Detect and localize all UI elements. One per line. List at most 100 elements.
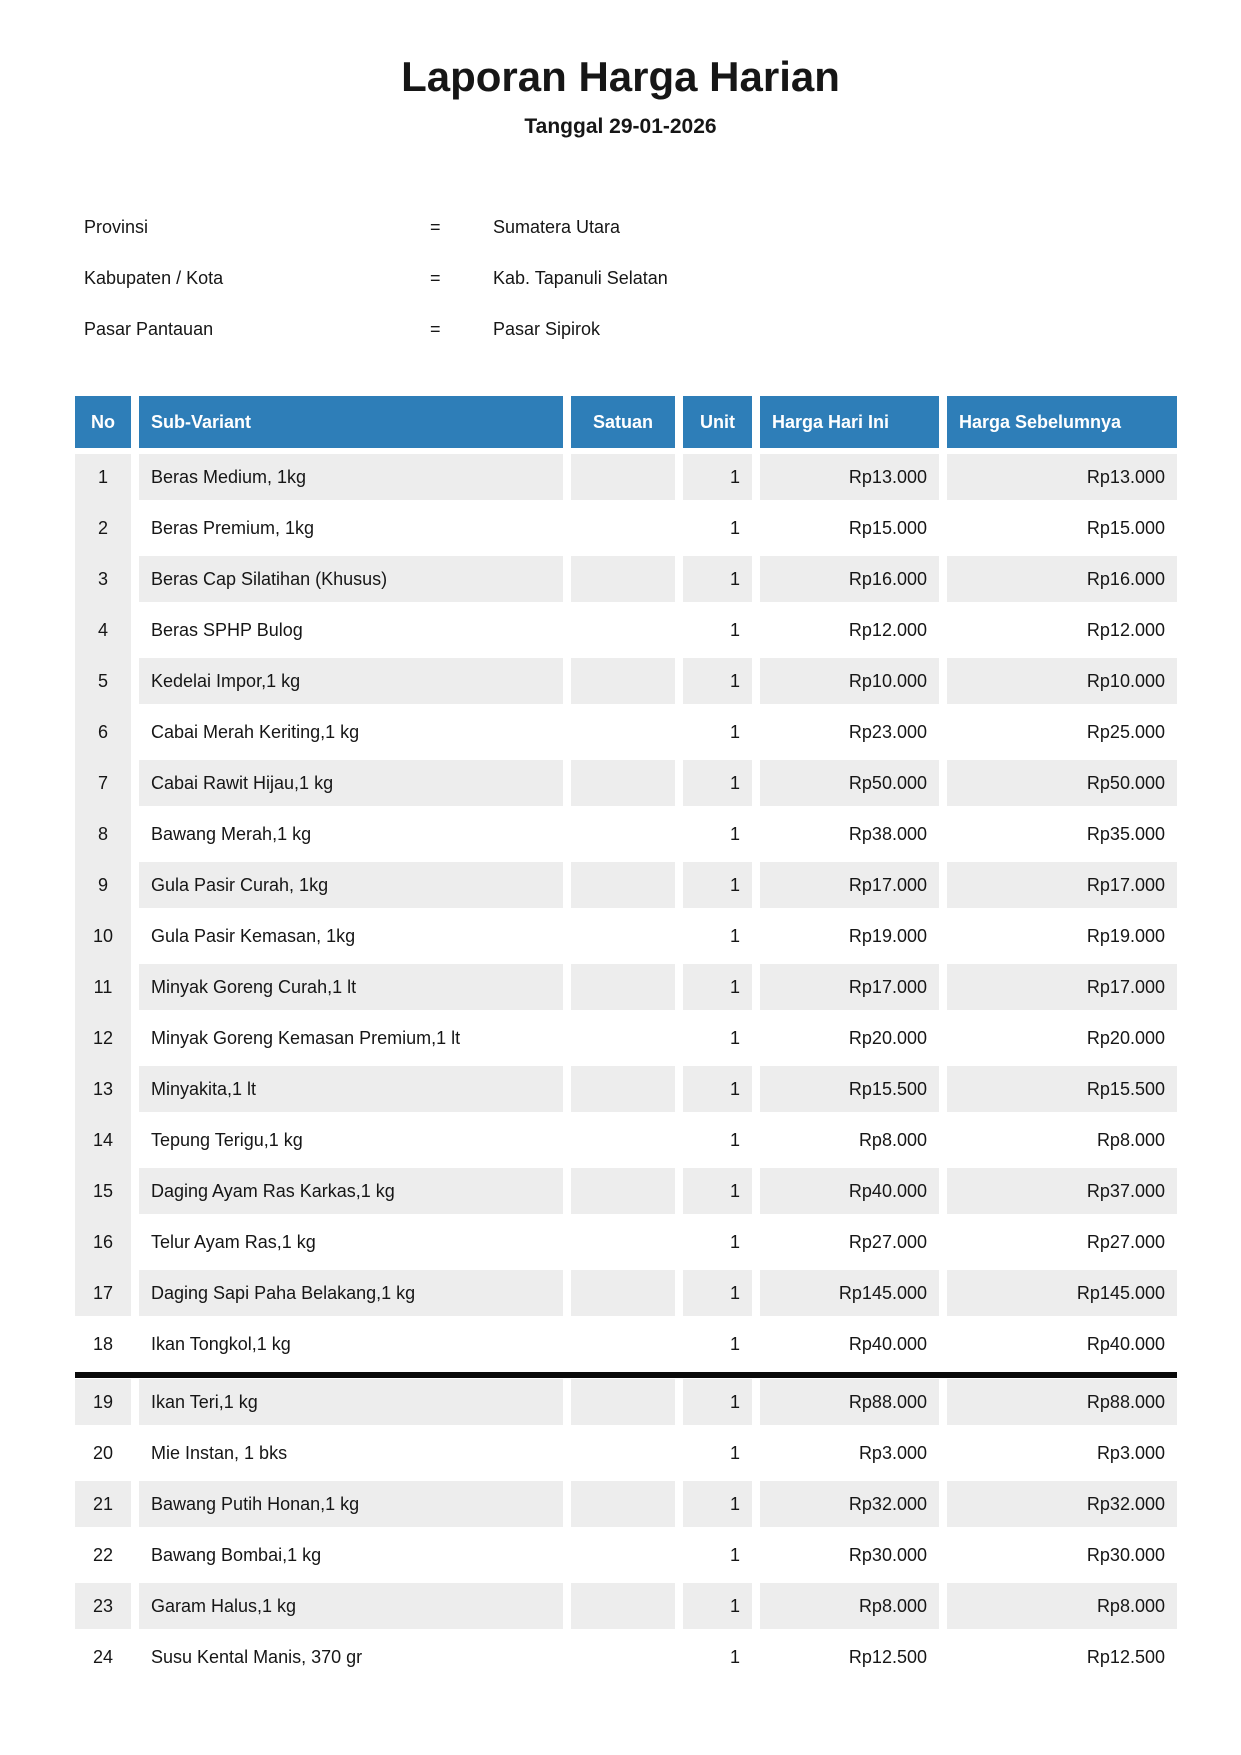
- cell-harga-sebelumnya: Rp8.000: [1096, 1130, 1165, 1150]
- kabupaten-kota-value: Kab. Tapanuli Selatan: [493, 268, 668, 288]
- cell-sub-variant: Beras SPHP Bulog: [151, 620, 303, 640]
- page-title: Laporan Harga Harian: [401, 53, 840, 100]
- table-row: 17 Daging Sapi Paha Belakang,1 kg 1 Rp145.0…: [75, 1270, 1177, 1316]
- table-header-row: No Sub-Variant Satuan Unit Harga Hari In…: [75, 396, 1177, 448]
- cell-no: 21: [75, 1481, 131, 1527]
- cell-no: 2: [97, 518, 108, 538]
- cell-unit: 1: [683, 1379, 752, 1425]
- table-row: 24 Susu Kental Manis, 370 gr 1 Rp12.500 Rp12…: [75, 1634, 1177, 1680]
- cell-harga-sebelumnya: Rp17.000: [947, 964, 1177, 1010]
- page-break-divider: [75, 1372, 1177, 1378]
- cell-no: 16: [92, 1232, 114, 1252]
- cell-unit: 1: [729, 1028, 740, 1048]
- cell-sub-variant: Minyak Goreng Kemasan Premium,1 lt: [151, 1028, 461, 1048]
- cell-satuan: [571, 556, 675, 602]
- cell-satuan: [571, 1066, 675, 1112]
- table-row: 5 Kedelai Impor,1 kg 1 Rp10.000 Rp10.000: [75, 658, 1177, 704]
- table-row: 1 Beras Medium, 1kg 1 Rp13.000 Rp13.000: [75, 454, 1177, 500]
- cell-harga-hari-ini: Rp17.000: [760, 862, 939, 908]
- kabupaten-kota-label: Kabupaten / Kota: [84, 268, 224, 288]
- cell-sub-variant: Gula Pasir Kemasan, 1kg: [151, 926, 356, 946]
- column-header-no: No: [75, 396, 131, 448]
- table-row: 13 Minyakita,1 lt 1 Rp15.500 Rp15.500: [75, 1066, 1177, 1112]
- cell-sub-variant: Kedelai Impor,1 kg: [139, 658, 563, 704]
- table-row: 12 Minyak Goreng Kemasan Premium,1 lt 1 Rp2…: [75, 1015, 1177, 1061]
- report-date: Tanggal 29-01-2026: [524, 115, 717, 138]
- cell-harga-sebelumnya: Rp13.000: [947, 454, 1177, 500]
- cell-harga-hari-ini: Rp30.000: [848, 1545, 927, 1565]
- cell-harga-hari-ini: Rp23.000: [848, 722, 927, 742]
- cell-harga-hari-ini: Rp88.000: [760, 1379, 939, 1425]
- table-row: 7 Cabai Rawit Hijau,1 kg 1 Rp50.000 Rp50.000: [75, 760, 1177, 806]
- cell-harga-sebelumnya: Rp8.000: [947, 1583, 1177, 1629]
- cell-satuan: [571, 1379, 675, 1425]
- cell-sub-variant: Bawang Bombai,1 kg: [151, 1545, 322, 1565]
- cell-harga-sebelumnya: Rp40.000: [1086, 1334, 1165, 1354]
- cell-no: 3: [75, 556, 131, 602]
- cell-sub-variant: Daging Ayam Ras Karkas,1 kg: [139, 1168, 563, 1214]
- column-header-harga-sebelumnya: Harga Sebelumnya: [947, 396, 1177, 448]
- table-row: 16 Telur Ayam Ras,1 kg 1 Rp27.000 Rp27.000: [75, 1219, 1177, 1265]
- cell-satuan: [571, 811, 675, 857]
- cell-no: 20: [92, 1443, 114, 1463]
- table-row: 14 Tepung Terigu,1 kg 1 Rp8.000 Rp8.000: [75, 1117, 1177, 1163]
- cell-no: 10: [92, 926, 114, 946]
- cell-no: 8: [97, 824, 108, 844]
- cell-satuan: [571, 1168, 675, 1214]
- cell-satuan: [571, 1270, 675, 1316]
- cell-sub-variant: Bawang Merah,1 kg: [151, 824, 312, 844]
- cell-no: 19: [75, 1379, 131, 1425]
- cell-sub-variant: Minyakita,1 lt: [139, 1066, 563, 1112]
- cell-harga-hari-ini: Rp38.000: [848, 824, 927, 844]
- meta-row-kabupaten-kota: Kabupaten / Kota = Kab. Tapanuli Selatan: [0, 267, 1241, 289]
- cell-no: 5: [75, 658, 131, 704]
- cell-sub-variant: Beras Cap Silatihan (Khusus): [139, 556, 563, 602]
- cell-harga-sebelumnya: Rp19.000: [1086, 926, 1165, 946]
- cell-unit: 1: [683, 1481, 752, 1527]
- cell-no: 12: [92, 1028, 114, 1048]
- cell-unit: 1: [683, 454, 752, 500]
- equals-sign: =: [430, 217, 441, 237]
- cell-sub-variant: Bawang Putih Honan,1 kg: [139, 1481, 563, 1527]
- cell-harga-hari-ini: Rp16.000: [760, 556, 939, 602]
- cell-harga-hari-ini: Rp15.000: [848, 518, 927, 538]
- price-table-body: 1 Beras Medium, 1kg 1 Rp13.000 Rp13.000 2 Bera…: [75, 454, 1177, 1680]
- cell-sub-variant: Mie Instan, 1 bks: [151, 1443, 288, 1463]
- cell-no: 4: [97, 620, 108, 640]
- cell-no: 14: [92, 1130, 114, 1150]
- cell-harga-hari-ini: Rp40.000: [848, 1334, 927, 1354]
- cell-no: 22: [92, 1545, 114, 1565]
- table-row: 9 Gula Pasir Curah, 1kg 1 Rp17.000 Rp17.000: [75, 862, 1177, 908]
- table-row: 21 Bawang Putih Honan,1 kg 1 Rp32.000 Rp32.0…: [75, 1481, 1177, 1527]
- table-row: 18 Ikan Tongkol,1 kg 1 Rp40.000 Rp40.000: [75, 1321, 1177, 1367]
- cell-harga-hari-ini: Rp8.000: [760, 1583, 939, 1629]
- cell-harga-hari-ini: Rp8.000: [858, 1130, 927, 1150]
- cell-sub-variant: Susu Kental Manis, 370 gr: [151, 1647, 363, 1667]
- cell-satuan: [571, 1321, 675, 1367]
- cell-sub-variant: Tepung Terigu,1 kg: [151, 1130, 303, 1150]
- table-row: 19 Ikan Teri,1 kg 1 Rp88.000 Rp88.000: [75, 1379, 1177, 1425]
- cell-no: 13: [75, 1066, 131, 1112]
- cell-harga-hari-ini: Rp145.000: [760, 1270, 939, 1316]
- cell-harga-sebelumnya: Rp15.000: [1086, 518, 1165, 538]
- cell-unit: 1: [683, 964, 752, 1010]
- equals-sign: =: [430, 319, 441, 339]
- cell-sub-variant: Telur Ayam Ras,1 kg: [151, 1232, 316, 1252]
- cell-sub-variant: Minyak Goreng Curah,1 lt: [139, 964, 563, 1010]
- cell-harga-hari-ini: Rp50.000: [760, 760, 939, 806]
- cell-no: 11: [75, 964, 131, 1010]
- table-row: 3 Beras Cap Silatihan (Khusus) 1 Rp16.000 Rp…: [75, 556, 1177, 602]
- cell-unit: 1: [729, 1443, 740, 1463]
- cell-harga-hari-ini: Rp40.000: [760, 1168, 939, 1214]
- cell-harga-hari-ini: Rp12.500: [848, 1647, 927, 1667]
- cell-unit: 1: [683, 862, 752, 908]
- table-row: 11 Minyak Goreng Curah,1 lt 1 Rp17.000 Rp17.…: [75, 964, 1177, 1010]
- table-row: 20 Mie Instan, 1 bks 1 Rp3.000 Rp3.000: [75, 1430, 1177, 1476]
- price-table: No Sub-Variant Satuan Unit Harga Hari In…: [75, 396, 1177, 1685]
- cell-harga-sebelumnya: Rp10.000: [947, 658, 1177, 704]
- cell-harga-sebelumnya: Rp15.500: [947, 1066, 1177, 1112]
- cell-satuan: [571, 1634, 675, 1680]
- cell-unit: 1: [729, 1334, 740, 1354]
- cell-harga-sebelumnya: Rp88.000: [947, 1379, 1177, 1425]
